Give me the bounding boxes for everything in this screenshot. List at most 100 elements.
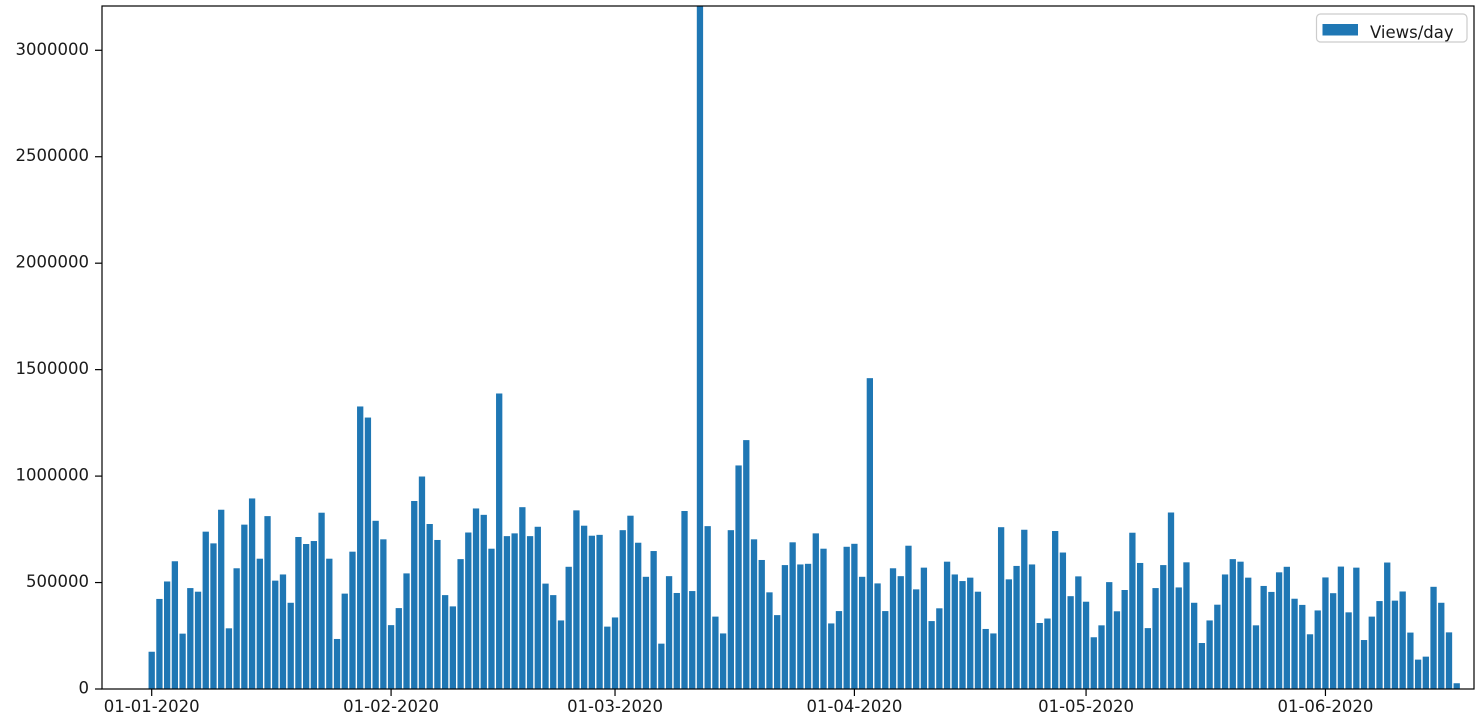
bar-day-65 [650, 551, 657, 689]
bar-day-0 [148, 651, 155, 689]
bar-day-1 [156, 598, 163, 689]
bar-day-130 [1152, 588, 1159, 689]
bar-day-41 [465, 532, 472, 689]
bar-day-131 [1160, 565, 1167, 689]
bar-day-89 [835, 611, 843, 689]
bar-day-45 [496, 393, 503, 689]
bar-day-2 [163, 581, 171, 689]
bar-day-118 [1059, 552, 1067, 689]
bar-day-121 [1082, 601, 1090, 689]
bar-day-99 [913, 589, 920, 689]
bar-day-129 [1144, 628, 1151, 689]
bar-day-31 [387, 625, 395, 689]
bar-day-46 [503, 536, 511, 689]
bar-day-22 [318, 512, 325, 689]
bar-day-123 [1098, 625, 1105, 689]
bar-day-152 [1322, 577, 1329, 689]
bar-day-100 [920, 567, 928, 689]
bar-day-162 [1399, 591, 1406, 689]
bar-day-104 [951, 574, 958, 689]
bar-day-105 [959, 581, 966, 689]
x-axis: 01-01-2020 01-02-2020 01-03-2020 01-04-2020… [104, 689, 1373, 716]
bar-day-4 [179, 633, 186, 689]
bar-day-142 [1245, 577, 1252, 689]
bar-day-12 [241, 524, 248, 689]
bar-day-11 [233, 568, 240, 689]
bar-day-164 [1414, 659, 1422, 689]
bar-day-36 [426, 524, 433, 689]
bar-day-119 [1067, 596, 1074, 689]
bar-day-19 [295, 536, 302, 689]
bar-day-58 [596, 534, 603, 689]
y-tick-label: 3000000 [16, 40, 90, 59]
y-tick-label: 2000000 [16, 253, 90, 272]
legend-swatch-icon [1322, 24, 1358, 36]
bar-day-156 [1353, 567, 1360, 689]
bar-day-51 [542, 583, 549, 689]
bar-day-111 [1005, 579, 1012, 689]
y-tick-label: 0 [79, 679, 90, 698]
bar-day-8 [210, 543, 217, 689]
bar-day-160 [1384, 562, 1391, 689]
bar-day-166 [1430, 586, 1437, 689]
legend-label: Views/day [1370, 23, 1454, 42]
bar-day-80 [766, 592, 773, 689]
bar-day-67 [665, 576, 673, 689]
bar-day-21 [310, 541, 318, 689]
bar-day-153 [1330, 593, 1337, 689]
bar-day-15 [264, 516, 271, 689]
bar-day-63 [635, 542, 642, 689]
bar-day-102 [936, 608, 943, 689]
bar-day-66 [658, 643, 665, 689]
bar-day-146 [1275, 572, 1283, 689]
bar-day-57 [588, 535, 595, 689]
bar-day-53 [557, 620, 565, 689]
bar-day-116 [1044, 618, 1051, 689]
bar-day-149 [1299, 604, 1306, 689]
bar-day-114 [1028, 564, 1036, 689]
bar-day-6 [194, 591, 202, 689]
bar-day-137 [1206, 620, 1213, 689]
bar-day-7 [202, 531, 209, 689]
bar-day-56 [580, 525, 588, 689]
bar-day-39 [449, 606, 457, 689]
y-tick-label: 1500000 [16, 359, 90, 378]
x-tick-label: 01-06-2020 [1277, 697, 1373, 716]
bar-day-132 [1167, 512, 1175, 689]
bar-day-95 [882, 611, 889, 689]
bar-day-161 [1391, 600, 1399, 689]
bar-day-128 [1136, 562, 1144, 689]
y-axis: 0 500000 1000000 1500000 2000000 2500000 30000… [16, 40, 102, 698]
bar-day-33 [403, 573, 410, 689]
bar-day-106 [967, 577, 974, 689]
bar-day-38 [441, 595, 449, 689]
bar-day-50 [534, 526, 541, 689]
bar-day-28 [364, 417, 372, 689]
bar-day-98 [905, 545, 912, 689]
bar-day-42 [472, 508, 480, 689]
bar-day-135 [1191, 602, 1198, 689]
bar-day-113 [1021, 529, 1028, 689]
bar-day-133 [1175, 587, 1182, 689]
x-tick-label: 01-02-2020 [343, 697, 439, 716]
bar-day-169 [1453, 683, 1460, 689]
bar-day-155 [1345, 612, 1352, 689]
bar-day-140 [1229, 559, 1236, 689]
x-tick-label: 01-04-2020 [806, 697, 902, 716]
bar-day-29 [372, 520, 379, 689]
bar-day-76 [735, 465, 742, 689]
bar-day-125 [1113, 611, 1121, 689]
bar-day-25 [341, 593, 348, 689]
bar-day-167 [1438, 602, 1445, 689]
bar-day-91 [851, 543, 858, 689]
bar-day-13 [248, 498, 256, 689]
bar-day-96 [889, 568, 897, 689]
bar-day-157 [1360, 640, 1368, 689]
y-tick-label: 2500000 [16, 146, 90, 165]
bar-day-108 [982, 628, 989, 689]
bar-day-37 [434, 539, 441, 689]
bar-day-69 [681, 511, 688, 689]
bar-day-59 [604, 626, 611, 689]
bar-day-134 [1183, 562, 1190, 689]
bar-day-107 [974, 591, 982, 689]
